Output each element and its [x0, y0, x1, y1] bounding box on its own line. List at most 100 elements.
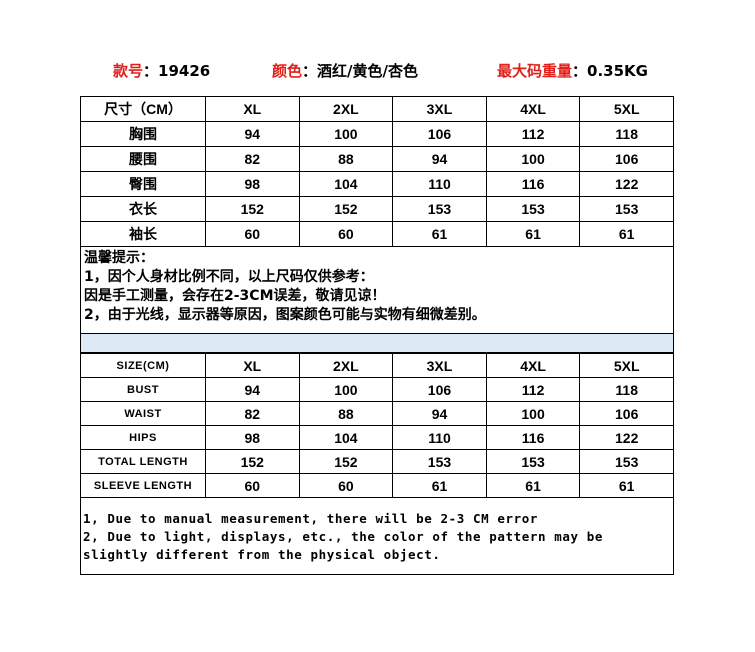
table-cell: 60 [205, 473, 300, 498]
row-label: 袖长 [80, 221, 206, 247]
weight-info: 最大码重量：0.35KG [497, 60, 648, 81]
table-cell: 153 [579, 196, 674, 222]
table-cell: XL [205, 96, 300, 122]
table-cell: 3XL [392, 353, 487, 378]
row-label: BUST [80, 377, 206, 402]
table-cell: 98 [205, 425, 300, 450]
table-cell: 4XL [485, 96, 581, 122]
table-cell: 122 [579, 425, 674, 450]
row-label: SIZE(CM) [80, 353, 206, 378]
table-cell: 61 [485, 221, 581, 247]
table-cell: 153 [579, 449, 674, 474]
table-cell: 153 [392, 196, 487, 222]
table-row: 袖长 60 60 61 61 61 [80, 221, 674, 247]
table-cell: 112 [485, 121, 581, 147]
row-label: 衣长 [80, 196, 206, 222]
colors-label: 颜色 [272, 62, 303, 80]
table-cell: 106 [579, 146, 674, 172]
table-cell: 61 [579, 221, 674, 247]
row-label: TOTAL LENGTH [80, 449, 206, 474]
table-cell: 60 [298, 221, 394, 247]
table-cell: 61 [392, 221, 487, 247]
note-line: 因是手工测量，会存在2-3CM误差，敬请见谅！ [84, 288, 386, 304]
table-header-row: 尺寸（CM） XL 2XL 3XL 4XL 5XL [80, 96, 674, 122]
table-cell: 61 [579, 473, 674, 498]
table-cell: 3XL [392, 96, 487, 122]
table-cell: 153 [485, 196, 581, 222]
table-cell: 5XL [579, 96, 674, 122]
table-row: HIPS 98 104 110 116 122 [80, 425, 674, 450]
table-cell: 153 [392, 449, 487, 474]
en-notes: 1, Due to manual measurement, there will… [80, 498, 674, 575]
row-label: 尺寸（CM） [80, 96, 206, 122]
note-line: 2，由于光线，显示器等原因，图案颜色可能与实物有细微差别。 [84, 307, 486, 323]
table-cell: 110 [392, 425, 487, 450]
row-label: 臀围 [80, 171, 206, 197]
table-cell: 2XL [298, 96, 394, 122]
colors-value: ：酒红/黄色/杏色 [302, 62, 418, 80]
table-cell: 106 [392, 121, 487, 147]
table-cell: 60 [205, 221, 300, 247]
table-row: 衣长 152 152 153 153 153 [80, 196, 674, 222]
table-cell: 61 [392, 473, 487, 498]
table-cell: 152 [298, 196, 394, 222]
table-cell: 94 [205, 121, 300, 147]
table-cell: 110 [392, 171, 487, 197]
table-cell: 118 [579, 121, 674, 147]
table-cell: 152 [205, 196, 300, 222]
size-chart-cn: 尺寸（CM） XL 2XL 3XL 4XL 5XL 胸围 94 100 106 112 118 腰围 82… [80, 96, 674, 575]
note-line: 2, Due to light, displays, etc., the col… [83, 529, 604, 544]
table-cell: 82 [205, 401, 300, 426]
note-line: 1，因个人身材比例不同，以上尺码仅供参考： [84, 269, 374, 285]
table-cell: 106 [392, 377, 487, 402]
row-label: 腰围 [80, 146, 206, 172]
table-cell: 104 [298, 425, 394, 450]
table-cell: 112 [485, 377, 581, 402]
table-cell: 100 [485, 146, 581, 172]
colors-info: 颜色：酒红/黄色/杏色 [272, 60, 418, 81]
table-cell: 116 [485, 425, 581, 450]
table-cell: 94 [205, 377, 300, 402]
table-cell: XL [205, 353, 300, 378]
table-cell: 100 [298, 121, 394, 147]
table-cell: 94 [392, 146, 487, 172]
note-line: 1, Due to manual measurement, there will… [83, 511, 539, 526]
row-label: 胸围 [80, 121, 206, 147]
table-cell: 104 [298, 171, 394, 197]
table-row: WAIST 82 88 94 100 106 [80, 401, 674, 426]
table-row: SLEEVE LENGTH 60 60 61 61 61 [80, 473, 674, 498]
table-cell: 152 [205, 449, 300, 474]
row-label: SLEEVE LENGTH [80, 473, 206, 498]
row-label: HIPS [80, 425, 206, 450]
table-cell: 88 [298, 146, 394, 172]
cn-notes: 温馨提示： 1，因个人身材比例不同，以上尺码仅供参考： 因是手工测量，会存在2-… [80, 247, 674, 334]
table-cell: 5XL [579, 353, 674, 378]
table-cell: 122 [579, 171, 674, 197]
style-number-label: 款号 [113, 62, 144, 80]
divider-band [80, 334, 674, 353]
table-row: 胸围 94 100 106 112 118 [80, 121, 674, 147]
style-number-value: ：19426 [143, 62, 211, 80]
note-line: slightly different from the physical obj… [83, 547, 441, 562]
table-cell: 60 [298, 473, 394, 498]
table-cell: 94 [392, 401, 487, 426]
table-cell: 100 [485, 401, 581, 426]
table-cell: 118 [579, 377, 674, 402]
note-title: 温馨提示： [84, 250, 154, 266]
table-cell: 61 [485, 473, 581, 498]
table-cell: 2XL [298, 353, 394, 378]
table-cell: 88 [298, 401, 394, 426]
table-row: BUST 94 100 106 112 118 [80, 377, 674, 402]
weight-label: 最大码重量 [497, 62, 573, 80]
table-cell: 153 [485, 449, 581, 474]
table-header-row: SIZE(CM) XL 2XL 3XL 4XL 5XL [80, 353, 674, 378]
table-row: TOTAL LENGTH 152 152 153 153 153 [80, 449, 674, 474]
table-row: 臀围 98 104 110 116 122 [80, 171, 674, 197]
row-label: WAIST [80, 401, 206, 426]
table-cell: 100 [298, 377, 394, 402]
table-cell: 98 [205, 171, 300, 197]
table-cell: 106 [579, 401, 674, 426]
table-cell: 4XL [485, 353, 581, 378]
table-cell: 82 [205, 146, 300, 172]
weight-value: ：0.35KG [572, 62, 648, 80]
